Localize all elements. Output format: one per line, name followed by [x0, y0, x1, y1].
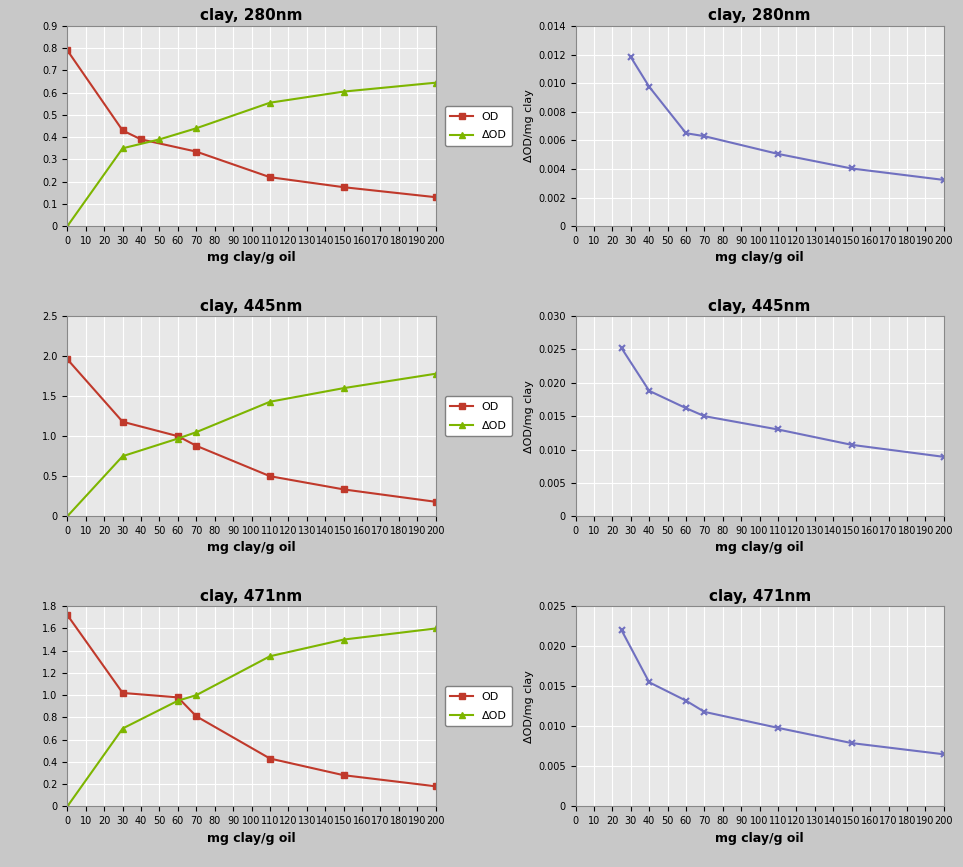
ΔOD [172, 434, 184, 444]
OD [338, 484, 350, 494]
OD [264, 172, 275, 182]
OD [62, 610, 73, 620]
ΔOD [191, 690, 202, 701]
OD [338, 770, 350, 780]
ΔOD [172, 695, 184, 706]
OD [117, 688, 128, 698]
X-axis label: mg clay/g oil: mg clay/g oil [207, 251, 296, 264]
ΔOD [117, 451, 128, 461]
OD [264, 753, 275, 764]
ΔOD [264, 651, 275, 662]
OD [172, 692, 184, 702]
ΔOD [429, 77, 441, 88]
Title: clay, 471nm: clay, 471nm [200, 589, 302, 603]
ΔOD [338, 87, 350, 97]
ΔOD [264, 396, 275, 407]
OD [191, 711, 202, 721]
OD [172, 431, 184, 441]
OD [429, 497, 441, 507]
ΔOD [191, 123, 202, 134]
ΔOD [154, 134, 166, 145]
Legend: OD, ΔOD: OD, ΔOD [445, 396, 512, 436]
ΔOD [338, 635, 350, 645]
ΔOD [62, 221, 73, 231]
Line: OD: OD [64, 355, 439, 505]
OD [117, 126, 128, 136]
X-axis label: mg clay/g oil: mg clay/g oil [207, 542, 296, 555]
OD [135, 134, 146, 145]
OD [62, 45, 73, 55]
Legend: OD, ΔOD: OD, ΔOD [445, 687, 512, 727]
Y-axis label: ΔOD/mg clay: ΔOD/mg clay [524, 670, 534, 743]
ΔOD [117, 143, 128, 153]
Line: ΔOD: ΔOD [64, 79, 439, 230]
Line: ΔOD: ΔOD [64, 625, 439, 810]
OD [191, 147, 202, 157]
Line: OD: OD [64, 611, 439, 790]
ΔOD [117, 723, 128, 733]
Title: clay, 471nm: clay, 471nm [709, 589, 811, 603]
Title: clay, 445nm: clay, 445nm [709, 298, 811, 314]
ΔOD [429, 368, 441, 379]
ΔOD [191, 427, 202, 437]
Title: clay, 280nm: clay, 280nm [709, 9, 811, 23]
OD [191, 440, 202, 451]
OD [429, 192, 441, 202]
X-axis label: mg clay/g oil: mg clay/g oil [716, 831, 804, 844]
Title: clay, 445nm: clay, 445nm [200, 298, 302, 314]
Line: OD: OD [64, 47, 439, 200]
X-axis label: mg clay/g oil: mg clay/g oil [716, 251, 804, 264]
OD [338, 182, 350, 192]
Legend: OD, ΔOD: OD, ΔOD [445, 106, 512, 146]
Line: ΔOD: ΔOD [64, 370, 439, 519]
Y-axis label: ΔOD/mg clay: ΔOD/mg clay [524, 89, 534, 162]
ΔOD [62, 511, 73, 521]
ΔOD [62, 801, 73, 812]
ΔOD [429, 623, 441, 634]
Y-axis label: ΔOD/mg clay: ΔOD/mg clay [524, 380, 534, 453]
OD [117, 416, 128, 427]
OD [62, 354, 73, 364]
ΔOD [264, 97, 275, 108]
OD [429, 781, 441, 792]
Title: clay, 280nm: clay, 280nm [200, 9, 302, 23]
X-axis label: mg clay/g oil: mg clay/g oil [716, 542, 804, 555]
OD [264, 471, 275, 481]
ΔOD [338, 383, 350, 394]
X-axis label: mg clay/g oil: mg clay/g oil [207, 831, 296, 844]
